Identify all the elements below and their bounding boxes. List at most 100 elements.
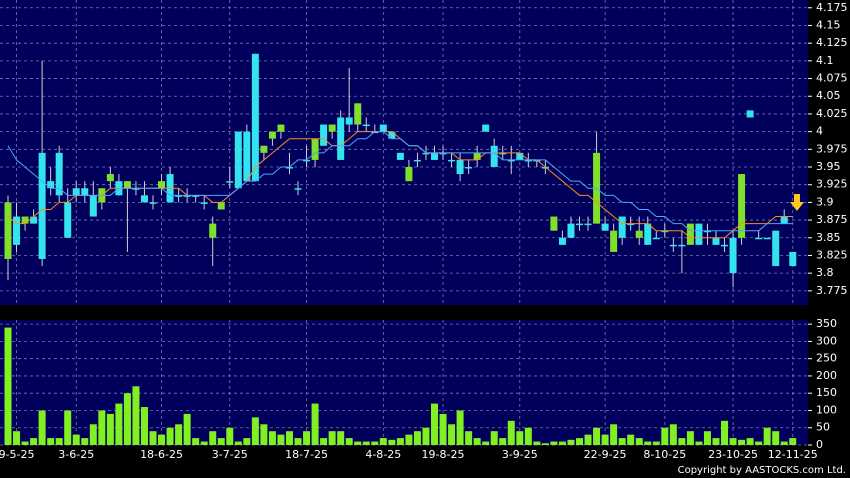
volume-bar: [576, 438, 584, 445]
volume-bar: [260, 424, 268, 445]
volume-bar: [328, 431, 336, 445]
candle-body: [362, 124, 370, 127]
volume-bar: [780, 441, 788, 445]
volume-bar: [268, 431, 276, 445]
volume-bar: [81, 438, 89, 445]
volume-bar: [311, 403, 319, 445]
candle-body: [490, 145, 498, 168]
candle-body: [38, 152, 46, 260]
candle-body: [320, 124, 328, 146]
candle-body: [294, 188, 302, 190]
volume-bar: [772, 431, 780, 445]
volume-bar: [558, 441, 566, 445]
x-tick-label: 18-7-25: [285, 448, 328, 461]
volume-bar: [448, 424, 456, 445]
candle-body: [482, 124, 490, 132]
y-tick-label: 50: [816, 421, 830, 434]
volume-bar: [345, 438, 353, 445]
y-tick-label: 4.025: [816, 107, 848, 120]
candle-body: [635, 230, 643, 238]
volume-bar: [303, 431, 311, 445]
y-tick-label: 350: [816, 317, 837, 330]
volume-bar: [354, 441, 362, 445]
y-tick-label: 3.85: [816, 231, 841, 244]
candle-body: [21, 216, 29, 224]
candle-body: [772, 230, 780, 267]
x-tick-label: 3-6-25: [58, 448, 94, 461]
candle-body: [328, 124, 336, 132]
volume-bar: [541, 443, 549, 445]
y-tick-label: 3.775: [816, 284, 848, 297]
volume-bar: [567, 439, 575, 445]
volume-bar: [183, 413, 191, 445]
candle-body: [431, 152, 438, 160]
candle-body: [337, 117, 345, 160]
candle-body: [465, 167, 473, 169]
volume-bar: [55, 438, 63, 445]
volume-bar: [439, 413, 447, 445]
volume-bar: [89, 424, 97, 445]
candle-body: [30, 216, 38, 224]
volume-bar: [140, 407, 148, 445]
y-tick-label: 4.15: [816, 18, 841, 31]
candle-body: [473, 152, 481, 160]
candle-body: [149, 202, 157, 204]
candle-body: [661, 230, 669, 233]
candle-body: [371, 131, 379, 134]
volume-bar: [405, 434, 413, 445]
y-tick-label: 4.075: [816, 72, 848, 85]
volume-bar: [166, 427, 174, 445]
volume-bar: [661, 427, 669, 445]
volume-bar: [610, 424, 618, 445]
volume-bar: [627, 434, 635, 445]
x-tick-label: 9-5-25: [0, 448, 34, 461]
candle-body: [422, 152, 430, 155]
candle-body: [789, 251, 797, 267]
candle-body: [209, 223, 217, 238]
candle-body: [226, 181, 234, 183]
volume-bar: [703, 431, 711, 445]
candle-body: [217, 202, 225, 210]
candle-body: [567, 223, 575, 238]
candle-body: [81, 188, 89, 196]
marker-arrow: [790, 194, 804, 211]
candle-body: [200, 202, 208, 204]
volume-bar: [738, 439, 746, 445]
volume-bar: [38, 410, 46, 445]
candle-body: [354, 103, 362, 125]
y-tick-label: 3.825: [816, 248, 848, 261]
volume-bar: [123, 393, 131, 445]
candle-body: [618, 216, 626, 238]
candle-body: [140, 195, 148, 203]
candle-body: [652, 237, 660, 240]
volume-bar: [618, 438, 626, 445]
y-tick-label: 4.125: [816, 36, 848, 49]
candle-body: [541, 167, 549, 169]
candle-body: [763, 237, 771, 240]
candle-body: [678, 244, 686, 247]
candle-body: [686, 223, 694, 245]
volume-bar: [465, 431, 473, 445]
volume-bar: [243, 438, 251, 445]
volume-bar: [524, 427, 532, 445]
volume-bar: [4, 327, 12, 445]
x-tick-label: 3-9-25: [502, 448, 538, 461]
candle-body: [64, 202, 72, 238]
x-tick-label: 19-8-25: [422, 448, 465, 461]
volume-bar: [192, 438, 200, 445]
volume-bar: [64, 410, 72, 445]
x-tick-label: 4-8-25: [365, 448, 401, 461]
candle-body: [4, 202, 12, 260]
volume-bar: [21, 441, 29, 445]
candle-body: [533, 159, 541, 162]
y-tick-label: 150: [816, 386, 837, 399]
volume-bar: [72, 434, 80, 445]
candle-body: [738, 174, 746, 238]
volume-bar: [533, 441, 541, 445]
volume-bar: [106, 413, 114, 445]
candle-body: [285, 167, 293, 169]
y-tick-label: 4.1: [816, 54, 834, 67]
y-tick-label: 3.925: [816, 178, 848, 191]
candle-body: [277, 124, 285, 132]
